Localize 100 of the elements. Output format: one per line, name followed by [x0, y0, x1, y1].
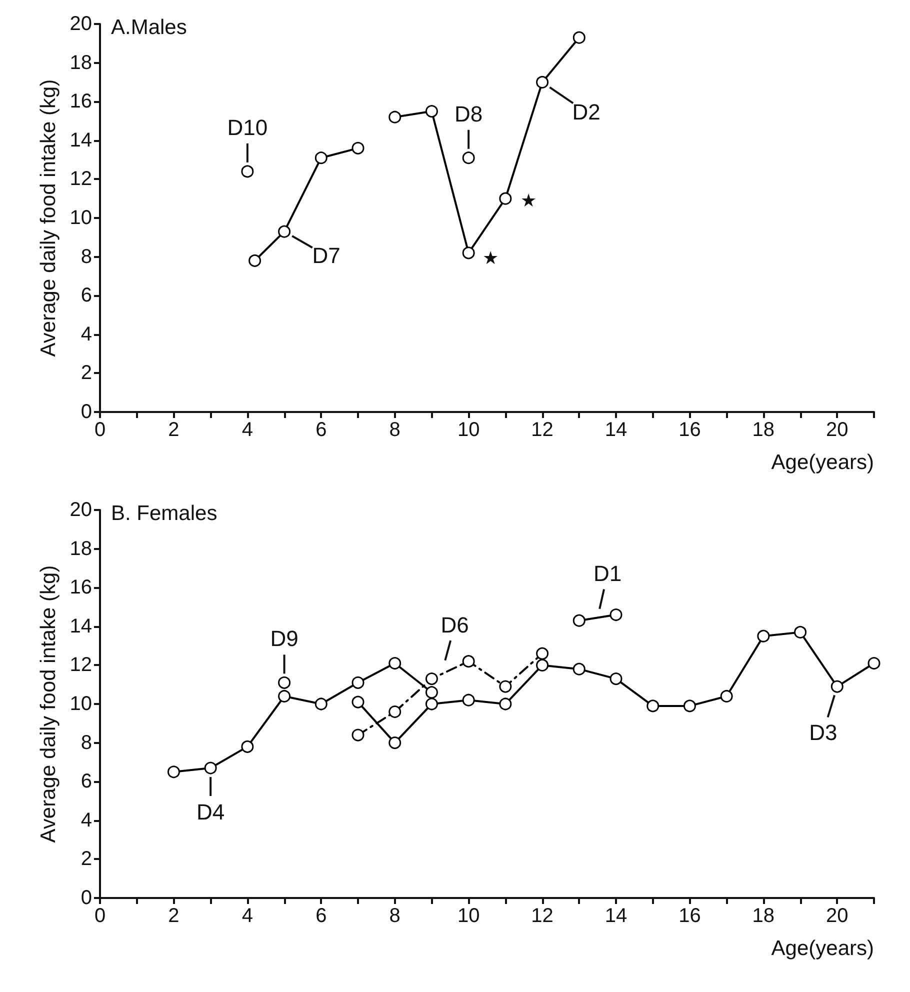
- point: [720, 690, 733, 702]
- x-tick-label: 10: [457, 905, 480, 927]
- x-tick-label: 10: [457, 419, 480, 441]
- x-tick-label: 6: [316, 419, 327, 441]
- annotation: ★: [482, 248, 499, 268]
- x-tick-label: 4: [242, 905, 253, 927]
- point: [757, 630, 770, 642]
- x-tick-label: 20: [826, 419, 848, 441]
- x-tick-label: 12: [531, 905, 554, 927]
- x-tick-label: 18: [752, 905, 775, 927]
- y-tick-label: 14: [70, 615, 92, 638]
- y-tick-label: 18: [70, 52, 92, 74]
- x-tick-label: 12: [531, 419, 554, 441]
- point: [241, 740, 254, 753]
- point: [352, 728, 364, 742]
- y-tick-label: 12: [70, 168, 92, 190]
- point: [794, 626, 807, 638]
- y-tick-label: 8: [80, 732, 92, 754]
- point: [352, 142, 364, 154]
- x-axis-title: Age(years): [771, 451, 874, 474]
- x-tick-label: 4: [242, 419, 253, 441]
- annotation: D2: [572, 100, 600, 125]
- y-tick-label: 10: [70, 693, 92, 715]
- point: [388, 736, 402, 750]
- point: [462, 694, 475, 706]
- y-axis-title: Average daily food intake (kg): [36, 79, 60, 357]
- point: [167, 766, 180, 778]
- y-tick-label: 12: [70, 654, 92, 676]
- point: [610, 672, 622, 686]
- annotation: D9: [270, 626, 298, 652]
- point: [572, 614, 586, 627]
- point: [610, 608, 622, 622]
- y-tick-label: 8: [80, 246, 92, 268]
- chart-title: B. Females: [111, 502, 218, 525]
- point: [536, 647, 549, 660]
- y-tick-label: 20: [70, 499, 92, 521]
- x-tick-label: 6: [316, 905, 327, 927]
- point: [572, 31, 586, 44]
- point: [388, 706, 402, 718]
- y-tick-label: 0: [80, 401, 92, 423]
- point: [425, 672, 438, 686]
- point: [204, 762, 217, 774]
- point: [572, 662, 586, 676]
- x-tick-label: 8: [389, 419, 400, 441]
- y-tick-label: 4: [80, 323, 92, 346]
- annotation: D6: [440, 612, 469, 638]
- point: [683, 700, 696, 712]
- point: [425, 686, 438, 699]
- point: [499, 192, 512, 205]
- y-tick-label: 20: [70, 13, 92, 35]
- y-tick-label: 2: [80, 362, 92, 384]
- point: [536, 658, 549, 672]
- y-tick-label: 4: [80, 809, 92, 832]
- x-axis-title: Age(years): [771, 937, 874, 960]
- point: [352, 676, 364, 689]
- y-tick-label: 14: [70, 129, 92, 152]
- point: [314, 152, 328, 164]
- chart-title: A.Males: [111, 16, 187, 39]
- point: [646, 700, 660, 712]
- point: [388, 110, 402, 124]
- x-tick-label: 0: [94, 419, 106, 441]
- point: [314, 698, 328, 710]
- y-tick-label: 6: [80, 770, 92, 793]
- point: [830, 680, 844, 693]
- annotation: D7: [312, 243, 340, 268]
- point: [868, 657, 880, 670]
- x-tick-label: 16: [678, 419, 701, 441]
- y-tick-label: 16: [70, 90, 92, 113]
- x-tick-label: 14: [604, 419, 628, 441]
- y-tick-label: 6: [80, 284, 92, 307]
- x-tick-label: 18: [752, 419, 775, 441]
- annotation: D4: [196, 800, 225, 825]
- point: [278, 225, 291, 238]
- y-tick-label: 2: [80, 848, 92, 870]
- x-tick-label: 14: [604, 905, 628, 927]
- y-tick-label: 18: [70, 538, 92, 560]
- x-tick-label: 0: [94, 905, 106, 927]
- y-tick-label: 0: [80, 887, 92, 909]
- point: [462, 246, 475, 260]
- point: [499, 680, 512, 693]
- x-tick-label: 8: [389, 905, 400, 927]
- point: [462, 655, 475, 668]
- point: [499, 698, 512, 710]
- annotation: D8: [454, 101, 483, 126]
- y-tick-label: 16: [70, 576, 92, 599]
- point: [278, 676, 291, 689]
- y-axis-title: Average daily food intake (kg): [36, 565, 60, 843]
- x-tick-label: 16: [678, 905, 701, 927]
- point: [278, 690, 291, 702]
- x-tick-label: 2: [168, 419, 180, 441]
- y-tick-label: 10: [70, 207, 92, 229]
- annotation: D1: [594, 561, 622, 586]
- point: [352, 696, 364, 708]
- annotation: ★: [520, 190, 536, 211]
- point: [536, 76, 549, 88]
- point: [425, 698, 438, 710]
- annotation: D3: [809, 720, 838, 746]
- point: [388, 657, 402, 670]
- point: [425, 105, 438, 118]
- point: [248, 254, 262, 267]
